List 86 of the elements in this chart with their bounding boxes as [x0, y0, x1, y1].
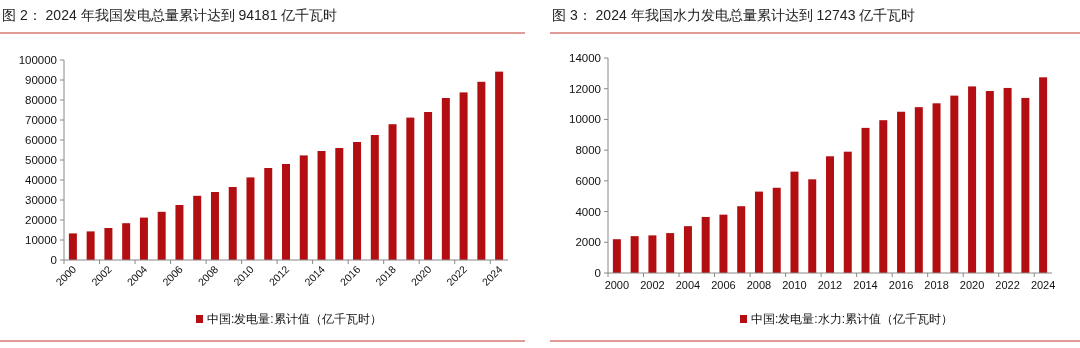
chart-title: 图 2： 2024 年我国发电总量累计达到 94181 亿千瓦时	[2, 7, 338, 23]
bar	[86, 231, 95, 260]
bar	[719, 214, 728, 273]
bar	[299, 155, 308, 260]
y-tick-label: 4000	[575, 205, 601, 218]
bar	[353, 142, 362, 260]
y-tick-label: 12000	[569, 82, 601, 95]
bar	[210, 192, 219, 260]
bar	[370, 135, 379, 260]
bar	[157, 211, 166, 260]
x-tick-label: 2004	[675, 279, 701, 291]
bar	[193, 195, 202, 260]
bar	[772, 187, 781, 273]
x-tick-label: 2002	[640, 279, 665, 291]
bar	[701, 216, 710, 273]
y-tick-label: 0	[50, 254, 57, 266]
y-tick-label: 50000	[25, 154, 57, 166]
y-tick-label: 60000	[25, 134, 57, 146]
bar	[175, 205, 184, 260]
legend-label: 中国:发电量:累计值（亿千瓦时）	[207, 312, 382, 326]
bar	[441, 98, 450, 260]
x-tick-label: 2000	[604, 279, 630, 291]
y-tick-label: 6000	[575, 174, 601, 187]
bar	[737, 206, 746, 273]
x-tick-label: 2024	[1030, 279, 1056, 291]
bar	[459, 92, 468, 260]
bar	[968, 86, 977, 273]
bar	[104, 228, 113, 260]
x-tick-label: 2006	[711, 279, 736, 291]
bar	[950, 95, 959, 273]
bar	[228, 187, 237, 260]
bar	[246, 177, 255, 260]
y-tick-label: 100000	[18, 54, 57, 66]
y-tick-label: 2000	[575, 236, 601, 249]
bar	[1039, 77, 1048, 273]
y-tick-label: 10000	[569, 113, 601, 126]
y-tick-label: 40000	[25, 174, 57, 186]
x-tick-label: 2008	[746, 279, 772, 291]
bar	[985, 91, 994, 273]
x-tick-label: 2010	[782, 279, 807, 291]
bar	[424, 112, 433, 260]
bar	[1003, 87, 1012, 273]
y-tick-label: 70000	[25, 114, 57, 126]
y-tick-label: 90000	[25, 74, 57, 86]
bar	[879, 120, 888, 273]
bar	[335, 148, 344, 260]
chart-title: 图 3： 2024 年我国水力发电总量累计达到 12743 亿千瓦时	[552, 7, 916, 23]
x-tick-label: 2014	[853, 279, 878, 291]
y-tick-label: 8000	[575, 144, 601, 157]
bar	[683, 226, 692, 273]
bar	[826, 156, 834, 273]
bar	[914, 107, 923, 273]
bar	[630, 236, 639, 273]
bar	[754, 191, 763, 273]
y-tick-label: 10000	[25, 234, 57, 246]
bar	[139, 217, 148, 260]
y-tick-label: 20000	[25, 214, 57, 226]
y-tick-label: 14000	[569, 52, 601, 64]
bar	[932, 103, 941, 273]
x-tick-label: 2022	[995, 279, 1020, 291]
x-tick-label: 2012	[817, 279, 843, 291]
bar	[264, 168, 273, 260]
x-tick-label: 2016	[888, 279, 914, 291]
y-tick-label: 30000	[25, 194, 57, 206]
x-tick-label: 2020	[959, 279, 985, 291]
bar	[790, 171, 799, 273]
y-tick-label: 80000	[25, 94, 57, 106]
bar	[68, 233, 77, 260]
bar	[843, 151, 852, 273]
bar	[861, 127, 870, 273]
bar	[897, 111, 906, 273]
bar	[122, 223, 131, 260]
bar	[406, 117, 415, 260]
bar	[1021, 97, 1030, 273]
y-tick-label: 0	[594, 267, 601, 279]
bar	[317, 151, 326, 260]
legend-label: 中国:发电量:水力:累计值（亿千瓦时）	[751, 312, 954, 326]
bar	[495, 71, 504, 260]
bar	[648, 235, 657, 273]
bar	[666, 233, 675, 273]
bar	[282, 164, 290, 260]
bar	[388, 124, 397, 260]
x-tick-label: 2018	[924, 279, 949, 291]
bar	[612, 239, 621, 273]
bar	[477, 81, 486, 260]
bar	[808, 179, 817, 273]
